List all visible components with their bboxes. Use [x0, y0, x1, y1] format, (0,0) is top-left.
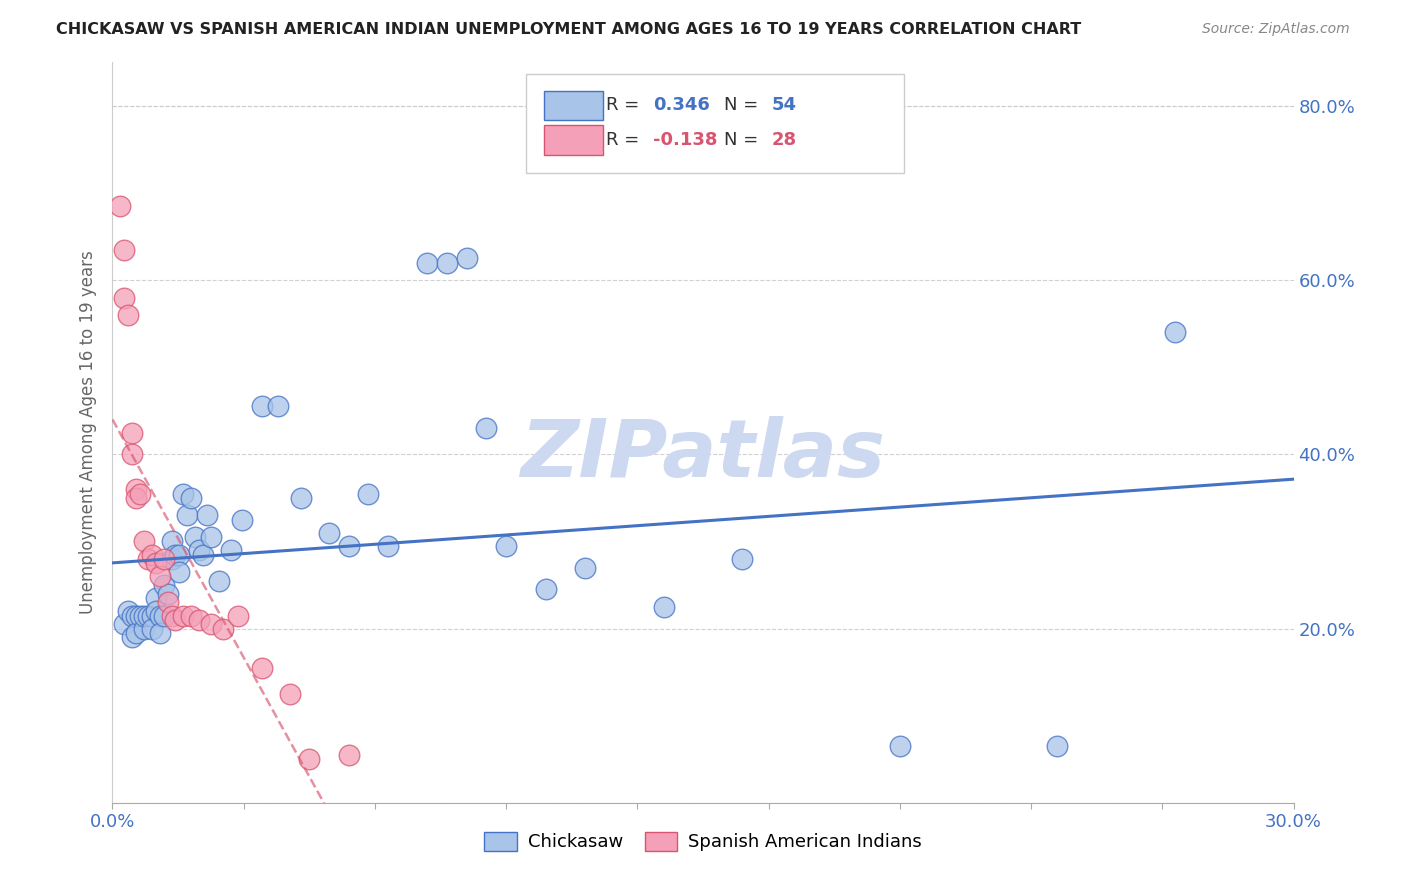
Text: N =: N =	[724, 96, 765, 114]
Point	[112, 243, 135, 257]
Point	[165, 613, 187, 627]
FancyBboxPatch shape	[544, 91, 603, 120]
Point	[219, 543, 242, 558]
Point	[132, 534, 155, 549]
Point	[160, 534, 183, 549]
Point	[267, 400, 290, 414]
FancyBboxPatch shape	[526, 73, 904, 173]
Point	[169, 548, 191, 562]
Point	[172, 486, 194, 500]
Point	[149, 626, 172, 640]
Point	[156, 595, 179, 609]
Point	[475, 421, 498, 435]
Point	[231, 513, 253, 527]
Point	[141, 548, 163, 562]
Text: 0.346: 0.346	[654, 96, 710, 114]
Point	[1164, 326, 1187, 340]
Legend: Chickasaw, Spanish American Indians: Chickasaw, Spanish American Indians	[475, 823, 931, 861]
Point	[652, 599, 675, 614]
Point	[184, 530, 207, 544]
Point	[117, 604, 139, 618]
Point	[169, 565, 191, 579]
Point	[152, 552, 174, 566]
Text: Source: ZipAtlas.com: Source: ZipAtlas.com	[1202, 22, 1350, 37]
Point	[318, 525, 340, 540]
Point	[290, 491, 312, 505]
Point	[377, 539, 399, 553]
Point	[228, 608, 250, 623]
Point	[176, 508, 198, 523]
Point	[149, 569, 172, 583]
Point	[125, 482, 148, 496]
Point	[125, 626, 148, 640]
Text: N =: N =	[724, 131, 765, 149]
Point	[165, 548, 187, 562]
Point	[456, 252, 478, 266]
Point	[145, 604, 167, 618]
Point	[278, 687, 301, 701]
Text: CHICKASAW VS SPANISH AMERICAN INDIAN UNEMPLOYMENT AMONG AGES 16 TO 19 YEARS CORR: CHICKASAW VS SPANISH AMERICAN INDIAN UNE…	[56, 22, 1081, 37]
Point	[200, 617, 222, 632]
Point	[180, 608, 202, 623]
Point	[152, 578, 174, 592]
Text: 28: 28	[772, 131, 797, 149]
Point	[117, 308, 139, 322]
Point	[160, 608, 183, 623]
Point	[731, 552, 754, 566]
Point	[495, 539, 517, 553]
Point	[121, 447, 143, 461]
Point	[1046, 739, 1069, 754]
Point	[574, 560, 596, 574]
Point	[145, 556, 167, 570]
Text: 54: 54	[772, 96, 797, 114]
Point	[110, 199, 132, 213]
Point	[121, 425, 143, 440]
Point	[208, 574, 231, 588]
Point	[125, 491, 148, 505]
Point	[191, 548, 214, 562]
Point	[337, 747, 360, 762]
Point	[188, 613, 211, 627]
Point	[129, 608, 152, 623]
Point	[160, 552, 183, 566]
Point	[337, 539, 360, 553]
Point	[250, 400, 273, 414]
Point	[416, 256, 439, 270]
Point	[121, 630, 143, 644]
Point	[132, 608, 155, 623]
Point	[136, 608, 159, 623]
Point	[298, 752, 321, 766]
Point	[132, 622, 155, 636]
Text: -0.138: -0.138	[654, 131, 718, 149]
Point	[149, 608, 172, 623]
Point	[172, 608, 194, 623]
Point	[152, 608, 174, 623]
Point	[188, 543, 211, 558]
Text: R =: R =	[606, 96, 645, 114]
Point	[180, 491, 202, 505]
Point	[211, 622, 233, 636]
Point	[357, 486, 380, 500]
FancyBboxPatch shape	[544, 126, 603, 155]
Point	[125, 608, 148, 623]
Y-axis label: Unemployment Among Ages 16 to 19 years: Unemployment Among Ages 16 to 19 years	[79, 251, 97, 615]
Text: R =: R =	[606, 131, 645, 149]
Point	[534, 582, 557, 597]
Point	[436, 256, 458, 270]
Point	[136, 552, 159, 566]
Point	[200, 530, 222, 544]
Point	[145, 591, 167, 606]
Point	[129, 486, 152, 500]
Point	[121, 608, 143, 623]
Point	[141, 622, 163, 636]
Point	[889, 739, 911, 754]
Point	[250, 661, 273, 675]
Point	[112, 291, 135, 305]
Point	[112, 617, 135, 632]
Point	[141, 608, 163, 623]
Point	[195, 508, 218, 523]
Text: ZIPatlas: ZIPatlas	[520, 416, 886, 494]
Point	[156, 587, 179, 601]
